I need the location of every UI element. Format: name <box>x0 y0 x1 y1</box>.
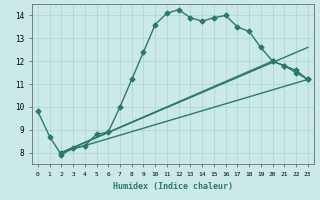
X-axis label: Humidex (Indice chaleur): Humidex (Indice chaleur) <box>113 182 233 191</box>
